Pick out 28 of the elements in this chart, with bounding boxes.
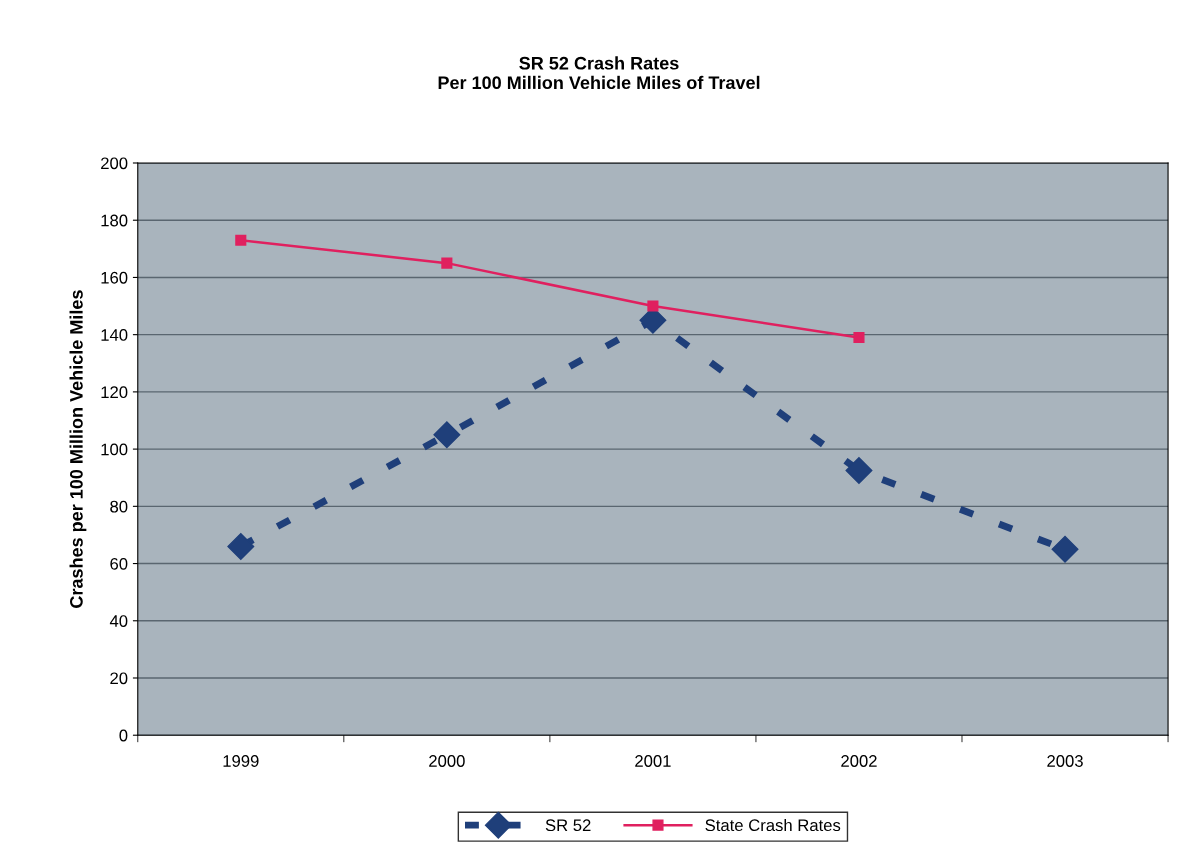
- y-tick-label: 160: [101, 271, 128, 284]
- x-tick-label: 2002: [841, 755, 877, 767]
- y-tick-label: 20: [110, 672, 128, 685]
- x-tick-label: 2003: [1047, 755, 1083, 767]
- point: [853, 331, 865, 344]
- point: [433, 421, 461, 449]
- legend-label: State Crash Rates: [705, 818, 841, 832]
- point: [1051, 535, 1079, 563]
- y-tick-label: 120: [101, 386, 128, 399]
- y-tick-label: 80: [110, 500, 128, 513]
- x-tick-label: 1999: [223, 755, 259, 767]
- x-tick-label: 2000: [429, 755, 465, 767]
- legend-label: SR 52: [545, 819, 591, 832]
- point: [647, 300, 659, 312]
- point: [227, 532, 255, 560]
- point: [235, 234, 247, 246]
- chart-title: SR 52 Crash Rates Per 100 Million Vehicle Miles of Travel: [438, 56, 760, 90]
- x-tick-label: 2001: [635, 755, 671, 767]
- y-tick-label: 140: [101, 329, 128, 341]
- y-tick-label: 200: [101, 157, 128, 170]
- point: [441, 257, 453, 269]
- point: [845, 457, 873, 485]
- y-tick-label: 100: [101, 443, 128, 456]
- y-tick-label: 60: [110, 557, 128, 570]
- y-tick-label: 180: [101, 214, 128, 227]
- y-axis-title: Crashes per 100 Million Vehicle Miles: [69, 290, 87, 608]
- y-tick-label: 40: [109, 615, 128, 627]
- y-tick-label: 0: [119, 729, 128, 742]
